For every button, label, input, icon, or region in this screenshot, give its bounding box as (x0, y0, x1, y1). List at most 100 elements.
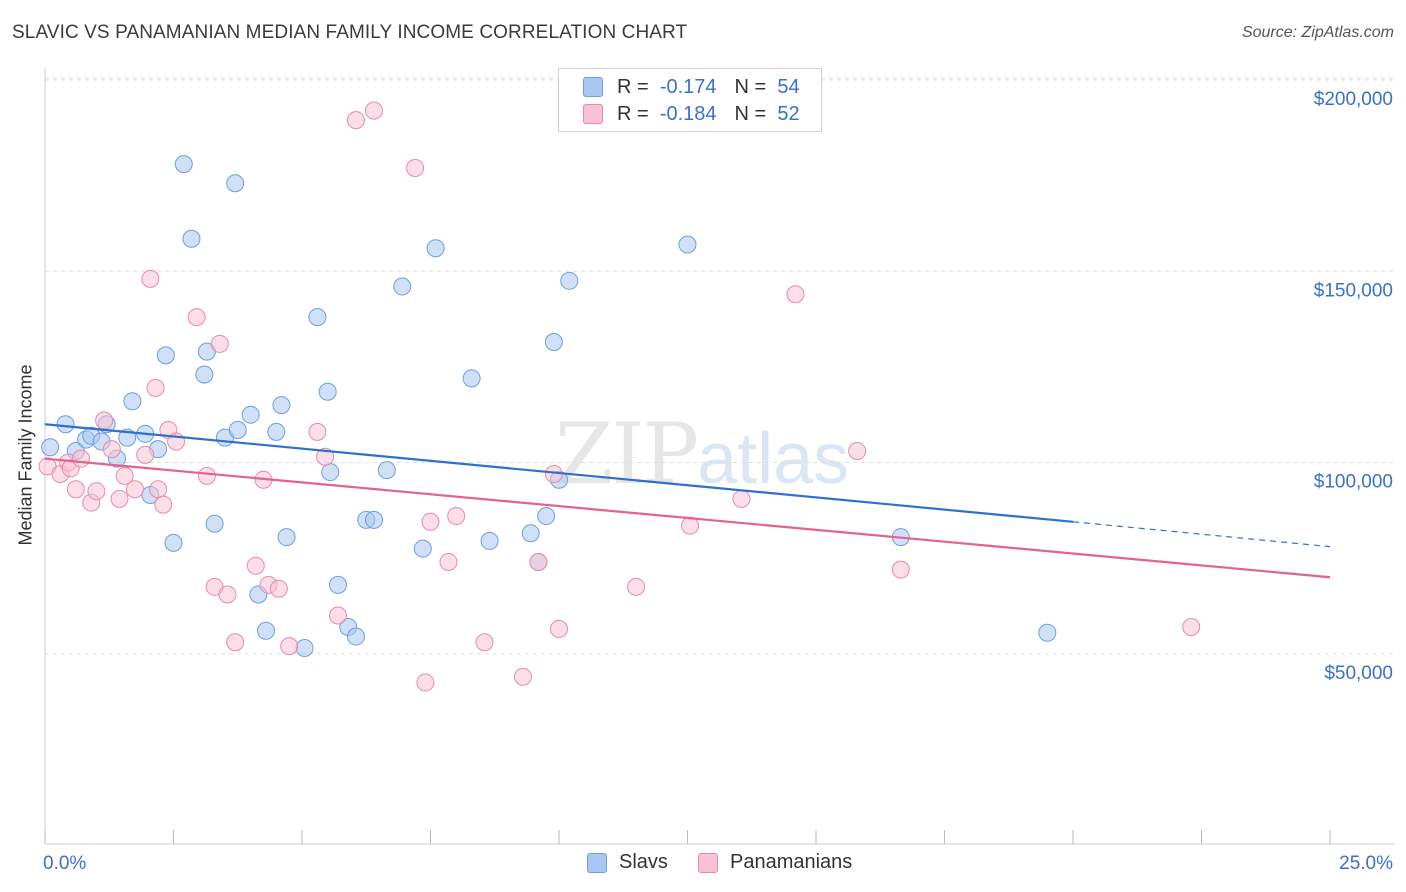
data-point-panamanians (1182, 617, 1201, 636)
data-point-panamanians (891, 560, 910, 579)
data-point-panamanians (364, 101, 383, 120)
watermark-atlas: atlas (697, 419, 850, 499)
trend-line-slavs (44, 423, 1074, 523)
x-tick-label: 0.0% (43, 853, 86, 874)
data-point-panamanians (246, 556, 265, 575)
data-point-panamanians (141, 269, 160, 288)
legend-n-label: N = (734, 75, 767, 98)
data-point-panamanians (439, 552, 458, 571)
x-tick-label: 25.0% (1339, 853, 1393, 874)
data-point-slavs (426, 239, 445, 258)
data-point-panamanians (95, 411, 114, 430)
data-point-panamanians (416, 673, 435, 692)
data-point-panamanians (406, 158, 425, 177)
data-point-slavs (318, 382, 337, 401)
legend-row-panamanians: R = -0.184 N = 52 (583, 101, 800, 127)
legend-n-value: 52 (777, 102, 800, 125)
watermark-zip: ZIP (555, 405, 699, 503)
data-point-panamanians (71, 449, 90, 468)
series-legend-panamanians[interactable]: Panamanians (698, 851, 852, 874)
data-point-slavs (228, 420, 247, 439)
data-point-slavs (462, 369, 481, 388)
data-point-slavs (205, 514, 224, 533)
data-point-slavs (156, 346, 175, 365)
data-point-panamanians (421, 512, 440, 531)
source-credit: Source: ZipAtlas.com (1241, 24, 1394, 41)
series-swatch-panamanians (698, 852, 718, 873)
data-point-slavs (182, 229, 201, 248)
data-point-panamanians (115, 466, 134, 485)
data-point-slavs (328, 575, 347, 594)
data-point-slavs (377, 461, 396, 480)
data-point-panamanians (514, 667, 533, 686)
y-tick-label: $50,000 (1324, 663, 1393, 684)
y-tick-label: $150,000 (1314, 280, 1393, 301)
data-point-slavs (308, 308, 327, 327)
data-point-panamanians (308, 422, 327, 441)
data-point-slavs (174, 155, 193, 174)
data-point-slavs (195, 365, 214, 384)
stats-legend: R = -0.174 N = 54 R = -0.184 N = 52 (558, 68, 822, 132)
data-point-panamanians (316, 447, 335, 466)
data-point-slavs (41, 438, 60, 457)
data-point-slavs (56, 415, 75, 434)
legend-r-label: R = (617, 102, 649, 125)
data-point-panamanians (218, 585, 237, 604)
data-point-panamanians (154, 495, 173, 514)
data-point-slavs (267, 422, 286, 441)
data-point-slavs (164, 533, 183, 552)
legend-n-value: 54 (777, 75, 800, 98)
data-point-slavs (295, 639, 314, 658)
data-point-slavs (257, 621, 276, 640)
data-point-panamanians (475, 633, 494, 652)
data-point-panamanians (136, 445, 155, 464)
series-label-panamanians: Panamanians (730, 851, 853, 873)
legend-r-label: R = (617, 75, 649, 98)
legend-swatch-slavs (583, 77, 603, 97)
series-legend-slavs[interactable]: Slavs (587, 851, 668, 874)
data-point-panamanians (87, 482, 106, 501)
data-point-panamanians (187, 308, 206, 327)
series-label-slavs: Slavs (619, 851, 668, 873)
data-point-panamanians (529, 552, 548, 571)
data-point-panamanians (627, 577, 646, 596)
data-point-slavs (321, 463, 340, 482)
data-point-panamanians (848, 442, 867, 461)
data-point-slavs (480, 531, 499, 550)
data-point-slavs (272, 396, 291, 415)
data-point-slavs (413, 539, 432, 558)
data-point-panamanians (226, 633, 245, 652)
data-point-slavs (521, 524, 540, 543)
data-point-slavs (241, 405, 260, 424)
data-point-panamanians (149, 480, 168, 499)
data-point-panamanians (146, 378, 165, 397)
data-point-panamanians (197, 466, 216, 485)
data-point-panamanians (447, 507, 466, 526)
data-point-slavs (1038, 623, 1057, 642)
data-point-panamanians (102, 440, 121, 459)
data-point-panamanians (550, 619, 568, 638)
trend-line-panamanians (44, 457, 1331, 579)
y-tick-label: $200,000 (1314, 89, 1393, 110)
data-point-slavs (678, 235, 697, 254)
y-tick-label: $100,000 (1314, 472, 1393, 493)
data-point-slavs (364, 510, 383, 529)
trend-line-slavs-extension (1072, 521, 1331, 548)
legend-swatch-panamanians (583, 104, 603, 124)
data-point-slavs (560, 271, 579, 290)
data-point-panamanians (125, 480, 144, 499)
data-point-panamanians (269, 579, 288, 598)
series-swatch-slavs (587, 852, 607, 873)
legend-r-value: -0.174 (659, 75, 717, 98)
data-point-panamanians (66, 480, 85, 499)
data-point-panamanians (786, 285, 805, 304)
legend-n-label: N = (734, 102, 767, 125)
data-point-slavs (346, 627, 365, 646)
data-point-panamanians (732, 489, 751, 508)
legend-r-value: -0.184 (659, 102, 717, 125)
data-point-slavs (123, 392, 142, 411)
data-point-slavs (277, 528, 296, 547)
chart-title: SLAVIC VS PANAMANIAN MEDIAN FAMILY INCOM… (12, 22, 688, 43)
legend-row-slavs: R = -0.174 N = 54 (583, 74, 800, 100)
